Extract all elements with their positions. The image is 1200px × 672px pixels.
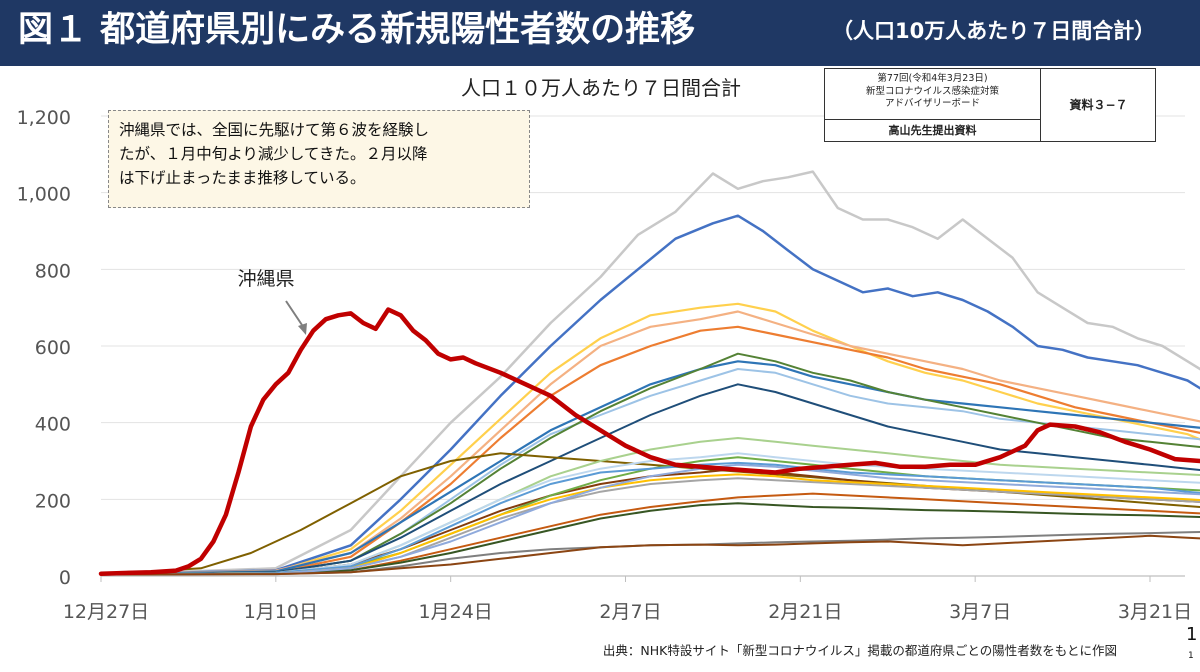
y-tick-label: 200 [35, 490, 71, 512]
presenter-info: 高山先生提出資料 [825, 119, 1041, 142]
y-axis: 0 200 400 600 800 1,000 1,200 [17, 107, 71, 589]
meeting-info: 第77回(令和4年3月23日) 新型コロナウイルス感染症対策 アドバイザリーボー… [825, 69, 1041, 119]
annotation-line-1: 沖縄県では、全国に先駆けて第６波を経験し [119, 121, 430, 139]
prefecture-line [100, 531, 1200, 576]
page-subtitle: （人口10万人あたり７日間合計） [832, 19, 1156, 43]
y-tick-label: 0 [59, 567, 71, 589]
prefecture-line [99, 214, 1200, 576]
x-tick-label: 1月10日 [244, 601, 318, 623]
okinawa-line [98, 307, 1200, 576]
source-note: 出典：NHK特設サイト「新型コロナウイルス」掲載の都道府県ごとの陽性者数をもとに… [603, 643, 1117, 658]
x-tick-label: 3月7日 [949, 601, 1011, 623]
series-lines [98, 170, 1200, 576]
prefecture-line [100, 477, 1200, 576]
x-tick-label: 12月27日 [63, 601, 149, 623]
prefecture-line [100, 463, 1200, 576]
x-tick-label: 2月7日 [599, 601, 661, 623]
prefecture-line [99, 310, 1200, 576]
info-table: 第77回(令和4年3月23日) 新型コロナウイルス感染症対策 アドバイザリーボー… [824, 68, 1156, 142]
page-number-small: 1 [1188, 651, 1194, 661]
meeting-line-1: 第77回(令和4年3月23日) [877, 73, 988, 84]
prefecture-line [100, 368, 1200, 576]
y-tick-label: 400 [35, 414, 71, 436]
prefecture-line [100, 452, 1200, 576]
x-tick-label: 2月21日 [768, 601, 842, 623]
meeting-line-2: 新型コロナウイルス感染症対策 [865, 85, 999, 97]
prefecture-line [100, 534, 1200, 576]
okinawa-arrowhead [298, 323, 307, 335]
prefecture-line [100, 492, 1200, 576]
chart-title: 人口１０万人あたり７日間合計 [461, 76, 741, 100]
prefecture-line [100, 502, 1200, 576]
y-tick-label: 1,000 [17, 184, 71, 206]
prefecture-line [100, 452, 1200, 576]
okinawa-label: 沖縄県 [237, 268, 294, 290]
meeting-line-3: アドバイザリーボード [884, 98, 980, 109]
annotation-line-3: は下げ止まったまま推移している。 [119, 169, 366, 187]
prefecture-line [100, 383, 1200, 576]
page-title: 図１ 都道府県別にみる新規陽性者数の推移 [18, 10, 696, 50]
okinawa-callout: 沖縄県 [237, 268, 307, 335]
prefecture-line [100, 461, 1200, 576]
annotation-box: 沖縄県では、全国に先駆けて第６波を経験し たが、１月中旬より減少してきた。２月以… [108, 110, 530, 208]
document-id: 資料３−７ [1069, 98, 1128, 112]
y-tick-label: 600 [35, 337, 71, 359]
y-tick-label: 800 [35, 260, 71, 282]
prefecture-line [99, 325, 1200, 576]
x-tick-label: 1月24日 [419, 601, 493, 623]
prefecture-line [99, 170, 1200, 576]
y-tick-label: 1,200 [17, 107, 71, 129]
annotation-line-2: たが、１月中旬より減少してきた。２月以降 [119, 145, 428, 163]
okinawa-arrow-line [285, 300, 305, 329]
prefecture-line [100, 473, 1200, 576]
x-tick-label: 3月21日 [1118, 601, 1192, 623]
prefecture-line [99, 360, 1200, 576]
prefecture-line [100, 352, 1200, 576]
x-axis: 12月27日 1月10日 1月24日 2月7日 2月21日 3月7日 3月21日 [63, 575, 1192, 623]
header-banner: 図１ 都道府県別にみる新規陽性者数の推移 （人口10万人あたり７日間合計） [0, 0, 1200, 66]
page-number: 1 [1186, 624, 1198, 645]
